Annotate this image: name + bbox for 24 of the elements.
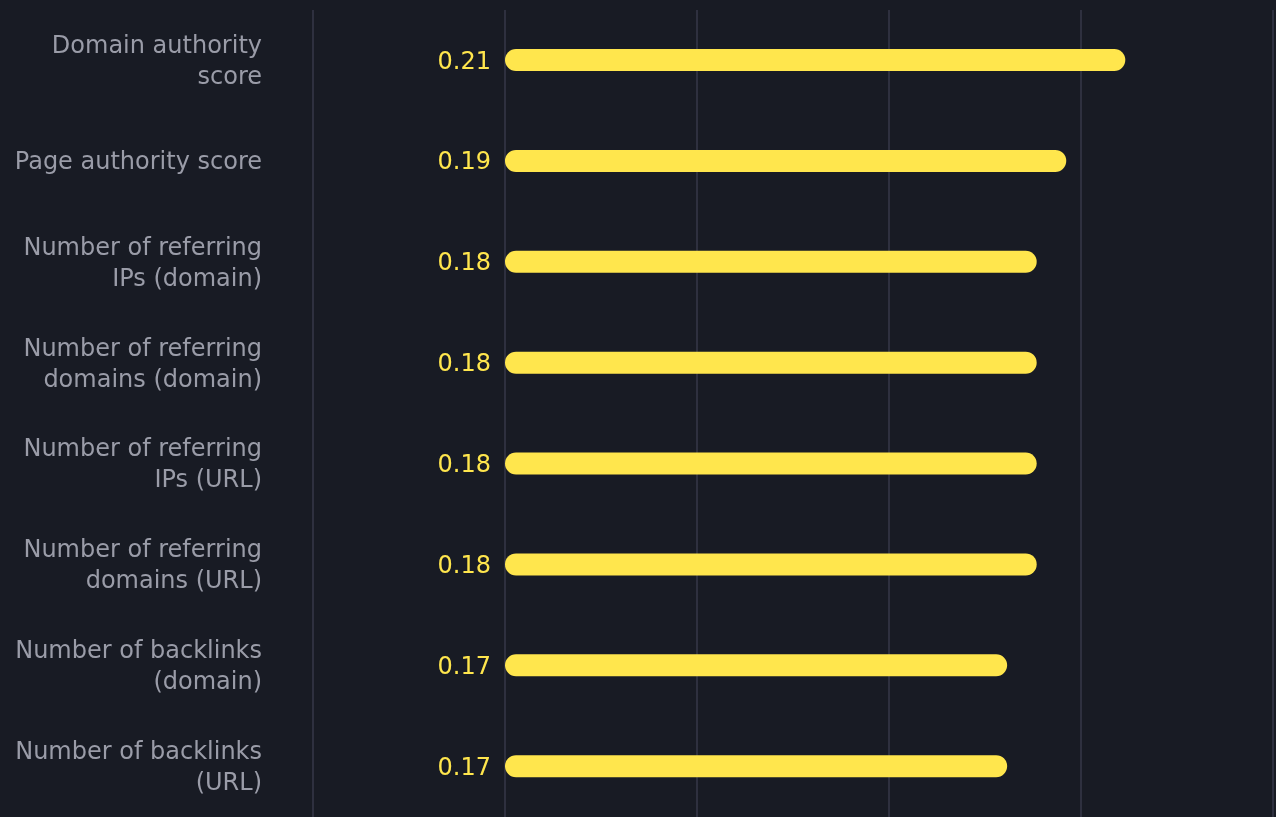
y-tick-label: Number of referring IPs (domain) (23, 232, 262, 292)
bar (505, 452, 1037, 475)
bar (505, 351, 1037, 374)
data-label: 0.18 (437, 248, 491, 277)
bar (505, 755, 1008, 778)
bar (505, 553, 1037, 576)
y-tick-label: Page authority score (14, 147, 262, 176)
bar (505, 49, 1126, 71)
data-label: 0.18 (437, 450, 491, 479)
data-label: 0.17 (437, 651, 491, 680)
data-label: 0.19 (437, 147, 491, 176)
y-tick-label: Number of backlinks (URL) (15, 737, 262, 797)
y-tick-label: Domain authority score (51, 30, 262, 90)
y-tick-label: Number of backlinks (domain) (15, 636, 262, 696)
y-tick-label: Number of referring domains (domain) (23, 333, 262, 393)
bar (505, 250, 1037, 273)
data-label: 0.18 (437, 349, 491, 378)
bar (505, 654, 1008, 677)
y-tick-label: Number of referring domains (URL) (23, 535, 262, 595)
data-label: 0.17 (437, 752, 491, 781)
y-tick-label: Number of referring IPs (URL) (23, 434, 262, 494)
data-label: 0.18 (437, 550, 491, 579)
bar (505, 149, 1067, 172)
data-label: 0.21 (437, 46, 491, 75)
